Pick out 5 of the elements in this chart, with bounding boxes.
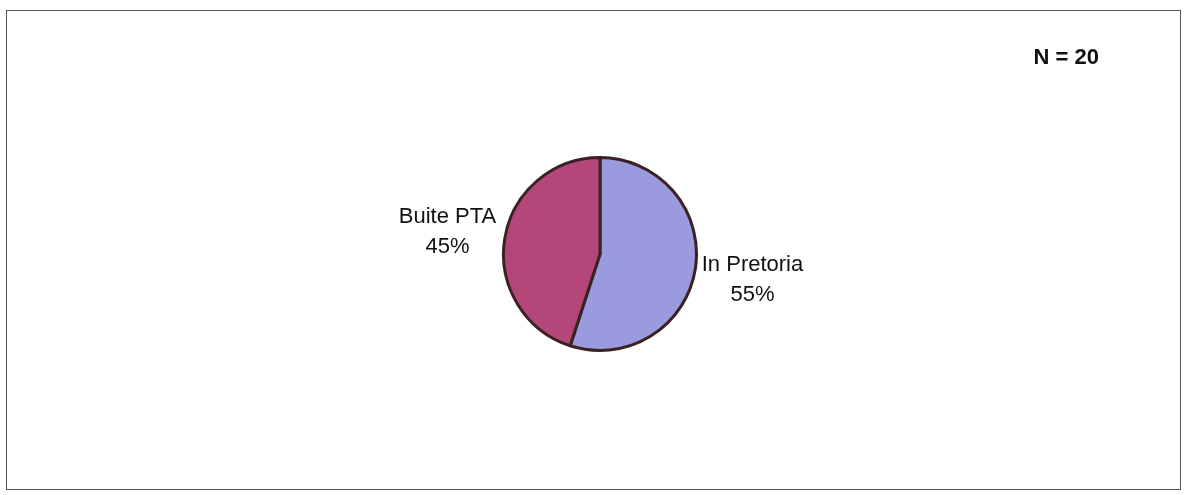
data-label: 55% xyxy=(730,281,775,307)
data-label: 45% xyxy=(425,232,470,258)
text: N = 20 xyxy=(1033,44,1099,70)
slice-label: In Pretoria xyxy=(701,251,805,277)
slice-label: Buite PTA xyxy=(398,202,497,228)
